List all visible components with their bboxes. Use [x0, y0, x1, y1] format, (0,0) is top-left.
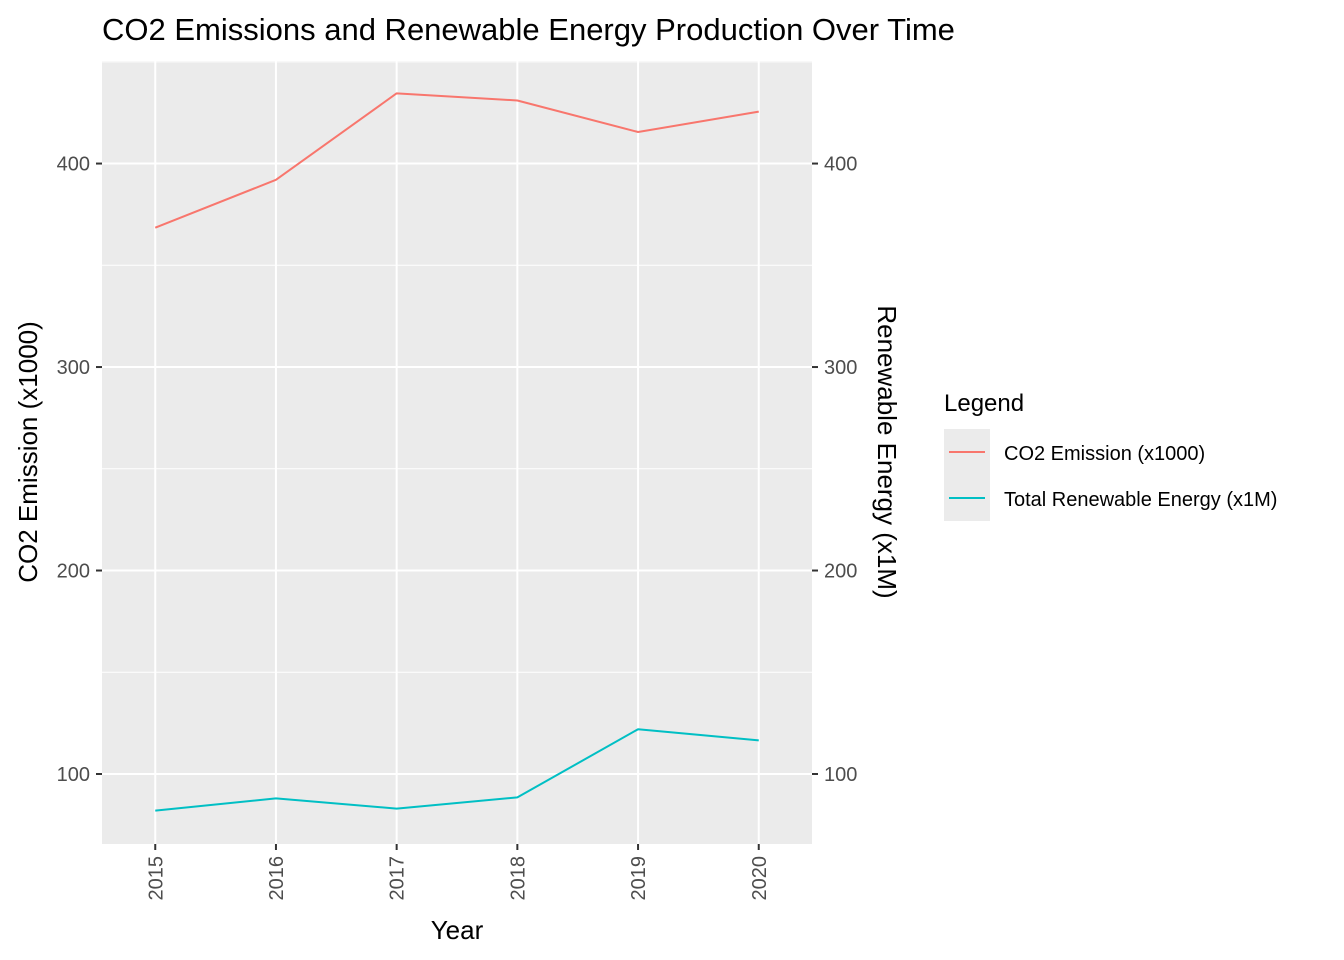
plot-panel [102, 61, 812, 844]
y-axis-title: CO2 Emission (x1000) [13, 321, 43, 583]
x-tick-label: 2015 [145, 856, 167, 901]
chart-title: CO2 Emissions and Renewable Energy Produ… [102, 12, 955, 47]
legend-label-renewable: Total Renewable Energy (x1M) [1004, 489, 1277, 511]
y2-axis-title: Renewable Energy (x1M) [872, 305, 902, 598]
y-tick-label: 400 [57, 154, 90, 176]
legend-title: Legend [944, 390, 1024, 417]
legend-label-co2: CO2 Emission (x1000) [1004, 443, 1205, 465]
series-line-renewable [155, 728, 759, 812]
series-lines [154, 92, 759, 812]
y2-tick-label: 200 [824, 561, 857, 583]
y2-tick-label: 100 [824, 764, 857, 786]
series-line-co2 [154, 92, 759, 229]
x-tick-label: 2020 [749, 856, 771, 901]
y2-tick-label: 300 [824, 357, 857, 379]
x-tick-label: 2018 [507, 856, 529, 901]
legend: Legend CO2 Emission (x1000) Total Renewa… [944, 390, 1277, 521]
axis-ticks: 100 100 200 200 300 300 400 400 2015 2016 2017 2018… [57, 154, 858, 901]
x-tick-label: 2016 [266, 856, 288, 901]
x-tick-label: 2017 [387, 856, 409, 901]
y2-tick-label: 400 [824, 154, 857, 176]
x-tick-label: 2019 [628, 856, 650, 901]
x-axis-title: Year [431, 915, 484, 945]
y-tick-label: 100 [57, 764, 90, 786]
major-gridlines [102, 61, 812, 844]
y-tick-label: 200 [57, 561, 90, 583]
minor-gridlines [102, 61, 812, 673]
y-tick-label: 300 [57, 357, 90, 379]
